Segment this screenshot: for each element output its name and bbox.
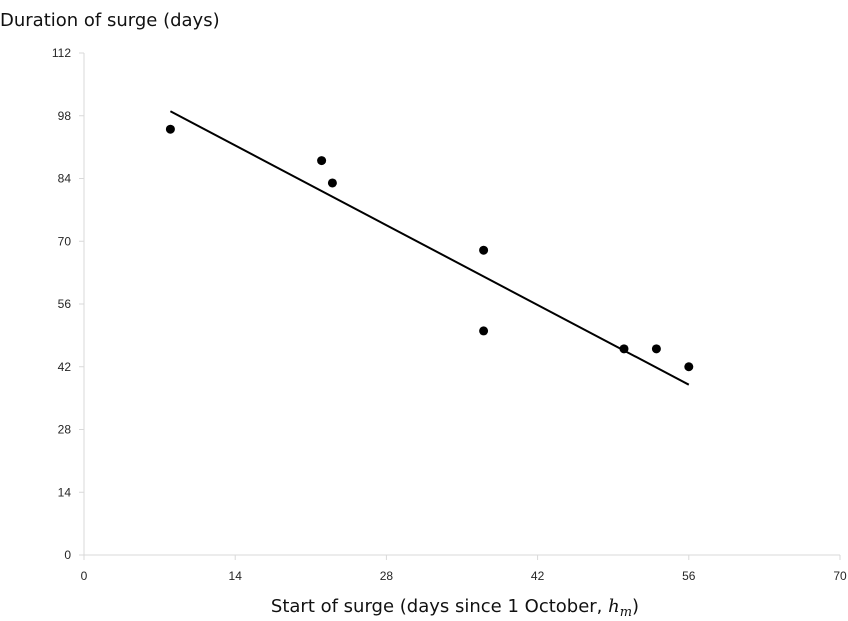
x-axis-title-math-base: h [608,596,620,617]
x-tick-label: 42 [531,569,545,583]
y-tick-label: 98 [58,109,72,123]
y-tick-label: 84 [58,172,72,186]
y-tick-label: 70 [58,234,72,248]
x-axis-title: Start of surge (days since 1 October, hm… [271,596,639,620]
y-axis-ticks: 0 14 28 42 56 70 84 98 112 [52,46,84,562]
y-tick-label: 112 [52,46,71,60]
x-tick-label: 28 [380,569,394,583]
x-axis-title-close: ) [632,596,639,617]
y-tick-label: 56 [58,297,72,311]
data-point [327,178,337,188]
y-tick-label: 0 [64,548,71,562]
data-point [317,156,327,166]
x-tick-label: 0 [81,569,88,583]
data-point [651,344,661,354]
y-tick-label: 42 [58,360,72,374]
x-axis-title-text: Start of surge (days since 1 October, [271,596,608,617]
trendline [169,110,690,386]
data-point [684,362,694,372]
x-tick-label: 14 [229,569,243,583]
data-point [479,245,489,255]
data-points [165,124,694,372]
x-tick-label: 70 [833,569,847,583]
x-axis-title-math-sub: m [620,605,632,620]
data-point [165,124,175,134]
data-point [479,326,489,336]
y-tick-label: 14 [58,485,72,499]
data-point [619,344,629,354]
y-tick-label: 28 [58,423,72,437]
x-axis-ticks: 0 14 28 42 56 70 [81,555,847,583]
y-axis-title: Duration of surge (days) [0,10,220,31]
x-tick-label: 56 [682,569,696,583]
